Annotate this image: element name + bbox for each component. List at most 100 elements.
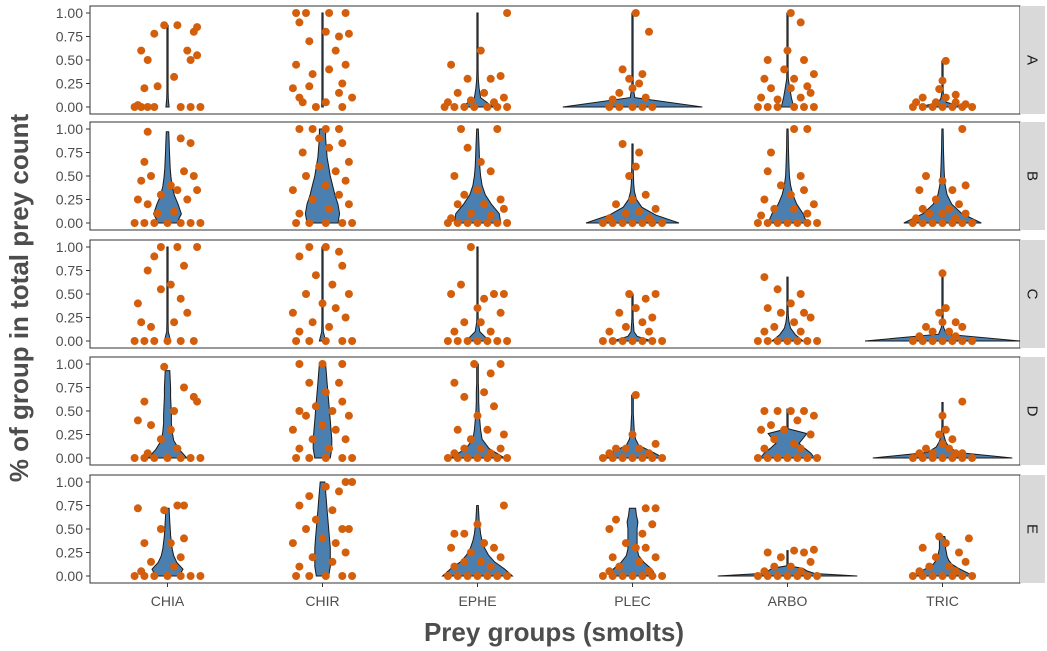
y-tick-label: 0.00 xyxy=(56,215,83,231)
data-point xyxy=(150,219,159,227)
data-point xyxy=(338,337,347,345)
data-point xyxy=(598,572,607,580)
data-point xyxy=(133,299,142,308)
data-point xyxy=(635,79,644,88)
data-point xyxy=(292,9,301,17)
group-CHIR xyxy=(288,360,357,462)
y-tick-label: 1.00 xyxy=(56,239,83,255)
data-point xyxy=(348,219,357,227)
data-point xyxy=(295,18,304,27)
data-point xyxy=(493,572,502,580)
data-point xyxy=(292,454,301,462)
data-point xyxy=(483,219,492,227)
data-point xyxy=(922,322,930,331)
data-point xyxy=(790,439,799,448)
data-point xyxy=(938,269,947,278)
group-CHIR xyxy=(288,243,357,345)
x-tick-label: TRIC xyxy=(926,593,959,609)
data-point xyxy=(180,167,188,176)
data-point xyxy=(499,290,508,298)
data-point xyxy=(780,425,789,434)
data-point xyxy=(450,172,459,180)
data-point xyxy=(753,572,762,580)
data-point xyxy=(308,318,317,327)
data-point xyxy=(288,308,297,317)
group-EPHE xyxy=(441,501,514,580)
data-point xyxy=(147,557,155,566)
data-point xyxy=(447,60,456,69)
data-point xyxy=(908,572,917,580)
panel-A: A 0.00 0.25 0.50 0.75 1.00 xyxy=(56,5,1045,115)
data-point xyxy=(473,411,482,420)
data-point xyxy=(443,98,452,107)
group-CHIA xyxy=(130,362,205,462)
data-point xyxy=(786,562,795,571)
data-point xyxy=(796,444,805,453)
data-point xyxy=(447,214,456,223)
data-point xyxy=(628,337,637,345)
data-point xyxy=(625,172,634,180)
data-point xyxy=(137,176,146,185)
data-point xyxy=(133,416,142,425)
data-point xyxy=(918,219,927,227)
panel-D: D 0.00 0.25 0.50 0.75 1.00 xyxy=(56,356,1045,466)
data-point xyxy=(450,103,459,111)
data-point xyxy=(480,294,489,303)
data-point xyxy=(196,454,205,462)
data-point xyxy=(344,200,353,209)
data-point xyxy=(140,157,149,166)
facet-strip xyxy=(1020,357,1045,465)
data-point xyxy=(463,337,472,345)
data-point xyxy=(338,79,347,88)
data-point xyxy=(948,186,957,195)
data-point xyxy=(318,421,327,430)
data-point xyxy=(186,139,195,148)
data-point xyxy=(638,219,647,227)
data-point xyxy=(170,207,179,216)
data-point xyxy=(922,444,930,453)
data-point xyxy=(460,318,469,327)
data-point xyxy=(773,219,782,227)
data-point xyxy=(315,162,324,171)
panel-frame xyxy=(89,239,1021,349)
data-point xyxy=(288,186,297,195)
panel-frame xyxy=(89,474,1021,584)
facet-strip-label: A xyxy=(1024,55,1041,65)
data-point xyxy=(645,27,653,36)
data-point xyxy=(938,439,947,448)
data-point xyxy=(133,101,142,110)
data-point xyxy=(605,449,614,458)
data-point xyxy=(763,337,772,345)
data-point xyxy=(321,482,330,491)
data-point xyxy=(648,520,657,529)
data-point xyxy=(958,397,967,406)
data-point xyxy=(308,70,317,79)
data-point xyxy=(760,407,769,415)
data-point xyxy=(140,84,149,93)
data-point xyxy=(302,290,310,298)
data-point xyxy=(651,290,660,298)
data-point xyxy=(450,327,459,336)
data-point xyxy=(813,454,822,462)
data-point xyxy=(450,378,459,387)
data-point xyxy=(615,308,624,317)
data-point xyxy=(338,360,347,368)
data-point xyxy=(638,103,647,111)
data-point xyxy=(147,172,155,180)
data-point xyxy=(928,219,937,227)
data-point xyxy=(163,454,172,462)
data-point xyxy=(466,435,475,444)
data-point xyxy=(473,304,482,313)
data-point xyxy=(156,243,165,251)
data-point xyxy=(638,70,647,79)
data-point xyxy=(318,534,327,543)
y-tick-label: 0.25 xyxy=(56,76,83,92)
data-point xyxy=(153,209,162,218)
data-point xyxy=(338,525,347,533)
group-ARBO xyxy=(753,273,822,345)
data-point xyxy=(490,543,498,552)
data-point xyxy=(951,449,960,458)
data-point xyxy=(196,572,205,580)
data-point xyxy=(453,200,462,209)
data-point xyxy=(143,266,152,275)
